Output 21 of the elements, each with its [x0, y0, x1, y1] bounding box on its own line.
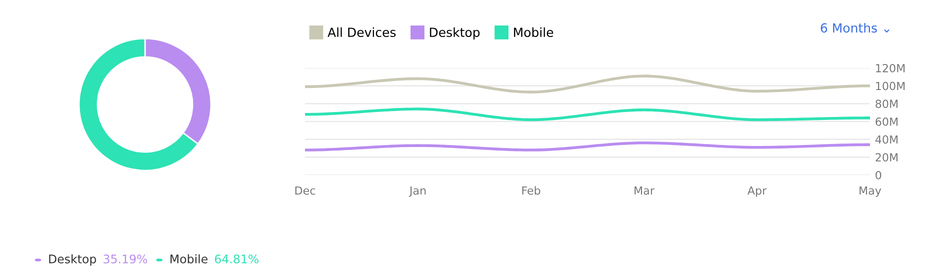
text: 6 Months ⌄: [820, 22, 890, 33]
legend-label: Desktop: [430, 27, 480, 40]
legend-label: Desktop: [49, 254, 96, 266]
y-tick-label: 0: [876, 170, 882, 180]
x-tick-label: May: [860, 186, 882, 197]
x-tick-label: Jan: [408, 186, 426, 197]
y-tick-label: 80M: [876, 100, 898, 108]
y-tick-label: 100M: [876, 82, 905, 90]
y-tick-label: 20M: [876, 153, 898, 162]
x-tick-label: Apr: [747, 186, 767, 197]
y-tick-label: 120M: [876, 64, 905, 72]
x-tick-label: Feb: [522, 186, 540, 195]
legend-label: Mobile: [170, 254, 208, 264]
x-tick-label: Mar: [634, 186, 654, 195]
x-tick-label: Dec: [295, 186, 316, 195]
legend-label: All Devices: [328, 27, 396, 38]
data-label: 35.19%: [104, 254, 148, 264]
data-label: 64.81%: [214, 254, 258, 264]
legend-label: Mobile: [514, 27, 554, 38]
y-tick-label: 40M: [875, 135, 898, 144]
y-tick-label: 60M: [876, 117, 898, 126]
